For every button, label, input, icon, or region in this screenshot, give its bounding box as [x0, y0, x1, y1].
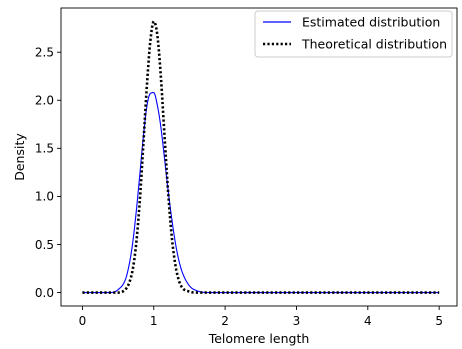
legend: Estimated distribution Theoretical distr… — [254, 10, 453, 58]
y-tick-label: 1.0 — [35, 190, 54, 204]
y-axis: 0.0 0.5 1.0 1.5 2.0 2.5 — [35, 46, 61, 300]
legend-label-estimated: Estimated distribution — [302, 15, 440, 30]
x-axis: 0 1 2 3 4 5 — [79, 306, 443, 328]
series-layer — [82, 19, 440, 294]
x-tick-label: 5 — [435, 314, 443, 328]
plot-area — [60, 7, 458, 307]
x-tick-label: 1 — [150, 314, 158, 328]
y-tick-label: 1.5 — [35, 142, 54, 156]
x-tick-label: 4 — [364, 314, 372, 328]
legend-label-theoretical: Theoretical distribution — [301, 37, 447, 52]
y-tick-label: 2.5 — [35, 46, 54, 60]
legend-box — [254, 10, 453, 58]
y-tick-label: 0.0 — [35, 286, 54, 300]
x-tick-label: 0 — [79, 314, 87, 328]
x-tick-label: 2 — [221, 314, 229, 328]
x-axis-label: Telomere length — [208, 331, 310, 346]
y-axis-label: Density — [12, 133, 27, 181]
y-tick-label: 2.0 — [35, 94, 54, 108]
x-tick-label: 3 — [293, 314, 301, 328]
series-line-estimated — [82, 92, 440, 294]
y-tick-label: 0.5 — [35, 238, 54, 252]
